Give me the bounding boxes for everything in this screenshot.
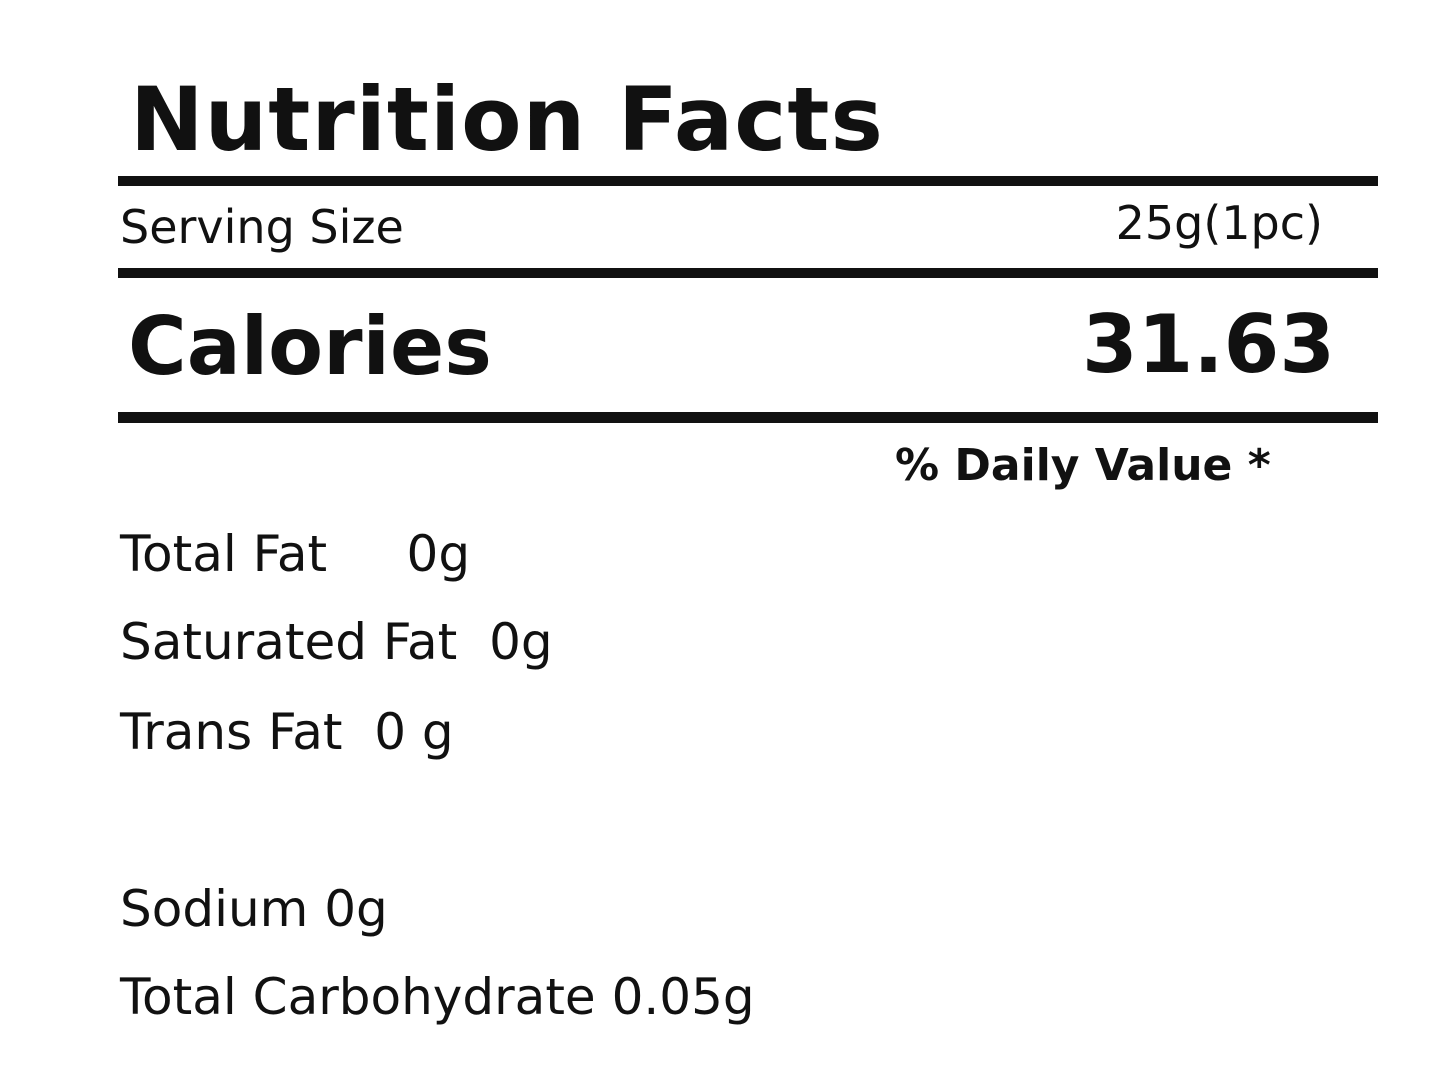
nutrient-sodium: Sodium 0g xyxy=(120,880,388,938)
calories-label: Calories xyxy=(128,300,492,393)
nutrient-total-carbohydrate: Total Carbohydrate 0.05g xyxy=(120,968,755,1026)
divider xyxy=(118,412,1378,423)
nutrient-trans-fat: Trans Fat 0 g xyxy=(120,703,454,761)
nutrient-total-fat: Total Fat 0g xyxy=(120,525,471,583)
nutrient-saturated-fat: Saturated Fat 0g xyxy=(120,613,553,671)
serving-size-label: Serving Size xyxy=(120,200,404,254)
divider xyxy=(118,176,1378,186)
serving-size-value: 25g(1pc) xyxy=(1115,196,1323,250)
divider xyxy=(118,268,1378,278)
label-title: Nutrition Facts xyxy=(130,68,884,171)
calories-value: 31.63 xyxy=(1081,298,1335,391)
daily-value-header: % Daily Value * xyxy=(895,440,1271,491)
